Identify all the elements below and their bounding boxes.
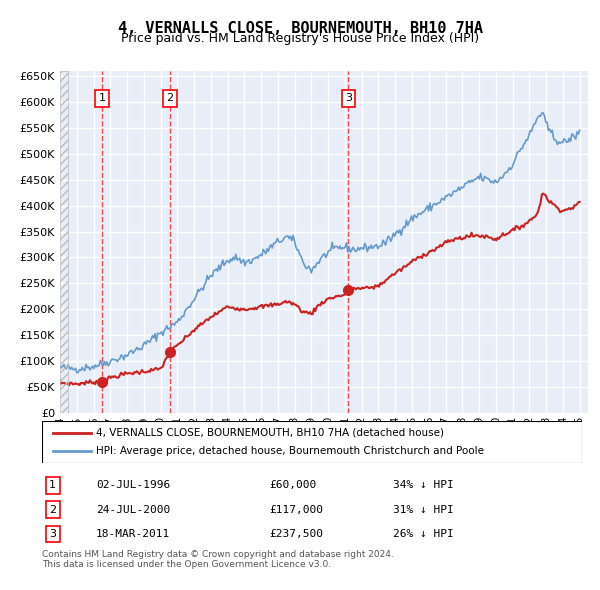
- FancyBboxPatch shape: [42, 421, 582, 463]
- Text: 24-JUL-2000: 24-JUL-2000: [96, 504, 170, 514]
- Text: 3: 3: [49, 529, 56, 539]
- Text: £237,500: £237,500: [269, 529, 323, 539]
- Text: 18-MAR-2011: 18-MAR-2011: [96, 529, 170, 539]
- Text: 31% ↓ HPI: 31% ↓ HPI: [393, 504, 454, 514]
- Text: 02-JUL-1996: 02-JUL-1996: [96, 480, 170, 490]
- Text: 1: 1: [49, 480, 56, 490]
- Text: 26% ↓ HPI: 26% ↓ HPI: [393, 529, 454, 539]
- Text: £117,000: £117,000: [269, 504, 323, 514]
- Text: 4, VERNALLS CLOSE, BOURNEMOUTH, BH10 7HA: 4, VERNALLS CLOSE, BOURNEMOUTH, BH10 7HA: [118, 21, 482, 35]
- Text: 2: 2: [49, 504, 56, 514]
- Text: 34% ↓ HPI: 34% ↓ HPI: [393, 480, 454, 490]
- Text: 4, VERNALLS CLOSE, BOURNEMOUTH, BH10 7HA (detached house): 4, VERNALLS CLOSE, BOURNEMOUTH, BH10 7HA…: [96, 428, 444, 438]
- Text: 3: 3: [345, 93, 352, 103]
- Text: Price paid vs. HM Land Registry's House Price Index (HPI): Price paid vs. HM Land Registry's House …: [121, 32, 479, 45]
- Text: £60,000: £60,000: [269, 480, 316, 490]
- Text: 2: 2: [166, 93, 173, 103]
- Text: Contains HM Land Registry data © Crown copyright and database right 2024.
This d: Contains HM Land Registry data © Crown c…: [42, 550, 394, 569]
- Text: HPI: Average price, detached house, Bournemouth Christchurch and Poole: HPI: Average price, detached house, Bour…: [96, 446, 484, 456]
- Text: 1: 1: [98, 93, 106, 103]
